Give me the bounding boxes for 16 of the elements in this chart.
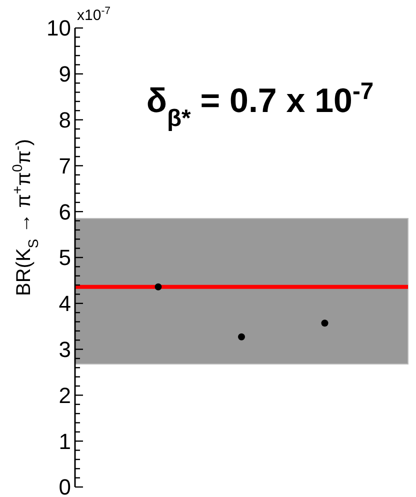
point xyxy=(154,283,162,290)
text: x10$^{-7}$ xyxy=(77,5,111,24)
y-tick-label: 0 xyxy=(58,474,71,497)
y-tick-label: 4 xyxy=(58,291,71,316)
y-tick-label: 6 xyxy=(58,199,71,224)
y-tick-label: 7 xyxy=(58,153,71,178)
y-tick-label: 1 xyxy=(58,428,71,454)
y-tick-label: 2 xyxy=(58,382,71,408)
y-tick-label: 3 xyxy=(58,337,71,362)
point xyxy=(238,333,245,340)
y-tick-label: 10 xyxy=(46,16,71,41)
point xyxy=(321,320,328,327)
y-tick-label: 8 xyxy=(58,108,71,132)
text: δ$_{β*}$ = 0.7 x 10$^{-7}$ xyxy=(146,78,374,132)
y-tick-label: 9 xyxy=(58,62,71,87)
y-tick-label: 5 xyxy=(58,245,71,270)
